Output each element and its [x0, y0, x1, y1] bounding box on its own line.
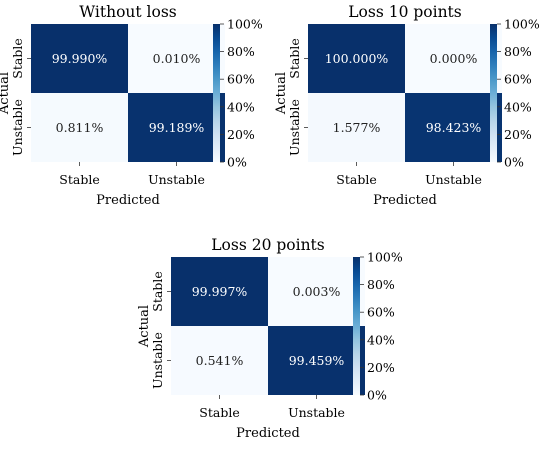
colorbar-tick-label: 80% [504, 44, 532, 59]
cell-label-r1-c2: 0.003% [293, 284, 341, 299]
colorbar-tick-label: 0% [367, 388, 387, 403]
x-tick-label: Unstable [288, 405, 345, 420]
x-axis-label: Predicted [236, 426, 300, 441]
colorbar-tick-label: 80% [367, 277, 395, 292]
y-tick-label: Unstable [150, 332, 165, 389]
heatmap-cell-r1-c2 [268, 257, 365, 326]
heatmap-cell-r1-c1 [308, 24, 405, 93]
cell-label-r2-c1: 0.811% [56, 120, 104, 135]
cell-label-r1-c1: 99.997% [192, 284, 248, 299]
colorbar-tick-label: 40% [227, 99, 255, 114]
colorbar-tick-label: 60% [227, 72, 255, 87]
y-tick-label: Unstable [287, 99, 302, 156]
heatmap-cell-r2-c2 [268, 326, 365, 395]
heatmap-cell-r2-c2 [128, 93, 225, 162]
chart-title: Loss 10 points [348, 3, 462, 21]
y-tick-label: Stable [150, 271, 165, 311]
x-tick-label: Unstable [425, 172, 482, 187]
y-tick-label: Stable [287, 38, 302, 78]
x-tick-label: Stable [199, 405, 239, 420]
colorbar-tick-label: 40% [367, 332, 395, 347]
heatmap-cell-r1-c1 [31, 24, 128, 93]
heatmap-cell-r2-c2 [405, 93, 502, 162]
y-axis-label: Actual [0, 72, 12, 115]
heatmap-cell-r1-c2 [128, 24, 225, 93]
colorbar [490, 24, 497, 162]
colorbar [213, 24, 220, 162]
colorbar [353, 257, 360, 395]
heatmap-cell-r1-c2 [405, 24, 502, 93]
chart-title: Loss 20 points [211, 236, 325, 254]
cell-label-r2-c1: 0.541% [196, 353, 244, 368]
heatmap-panel-2: Loss 10 points 100.000% 0.000% 1.577% 98.423… [274, 3, 540, 208]
cell-label-r1-c2: 0.010% [153, 51, 201, 66]
heatmap-panel-1: Without loss 99.990% 0.010% 0.811% 99.189% St… [0, 3, 263, 208]
colorbar-tick-label: 20% [504, 127, 532, 142]
cell-label-r2-c1: 1.577% [333, 120, 381, 135]
heatmap-cell-r2-c1 [171, 326, 268, 395]
colorbar-tick-label: 60% [504, 72, 532, 87]
cell-label-r2-c2: 98.423% [426, 120, 482, 135]
x-axis-label: Predicted [96, 193, 160, 208]
cell-label-r1-c1: 100.000% [325, 51, 389, 66]
y-tick-label: Stable [10, 38, 25, 78]
heatmap-panel-3: Loss 20 points 99.997% 0.003% 0.541% 99.459%… [137, 236, 403, 441]
cell-label-r1-c2: 0.000% [430, 51, 478, 66]
colorbar-tick-label: 60% [367, 305, 395, 320]
heatmap-cell-r1-c1 [171, 257, 268, 326]
cell-label-r2-c2: 99.459% [289, 353, 345, 368]
colorbar-tick-label: 100% [367, 250, 403, 265]
y-axis-label: Actual [137, 305, 152, 348]
heatmap-cell-r2-c1 [308, 93, 405, 162]
x-tick-label: Stable [59, 172, 99, 187]
colorbar-tick-label: 80% [227, 44, 255, 59]
cell-label-r1-c1: 99.990% [52, 51, 108, 66]
cell-label-r2-c2: 99.189% [149, 120, 205, 135]
x-tick-label: Stable [336, 172, 376, 187]
colorbar-tick-label: 20% [227, 127, 255, 142]
chart-title: Without loss [79, 3, 177, 21]
colorbar-tick-label: 0% [504, 155, 524, 170]
colorbar-tick-label: 40% [504, 99, 532, 114]
colorbar-tick-label: 100% [227, 17, 263, 32]
y-axis-label: Actual [274, 72, 289, 115]
y-tick-label: Unstable [10, 99, 25, 156]
heatmap-cell-r2-c1 [31, 93, 128, 162]
colorbar-tick-label: 100% [504, 17, 540, 32]
colorbar-tick-label: 0% [227, 155, 247, 170]
x-axis-label: Predicted [373, 193, 437, 208]
colorbar-tick-label: 20% [367, 360, 395, 375]
x-tick-label: Unstable [148, 172, 205, 187]
